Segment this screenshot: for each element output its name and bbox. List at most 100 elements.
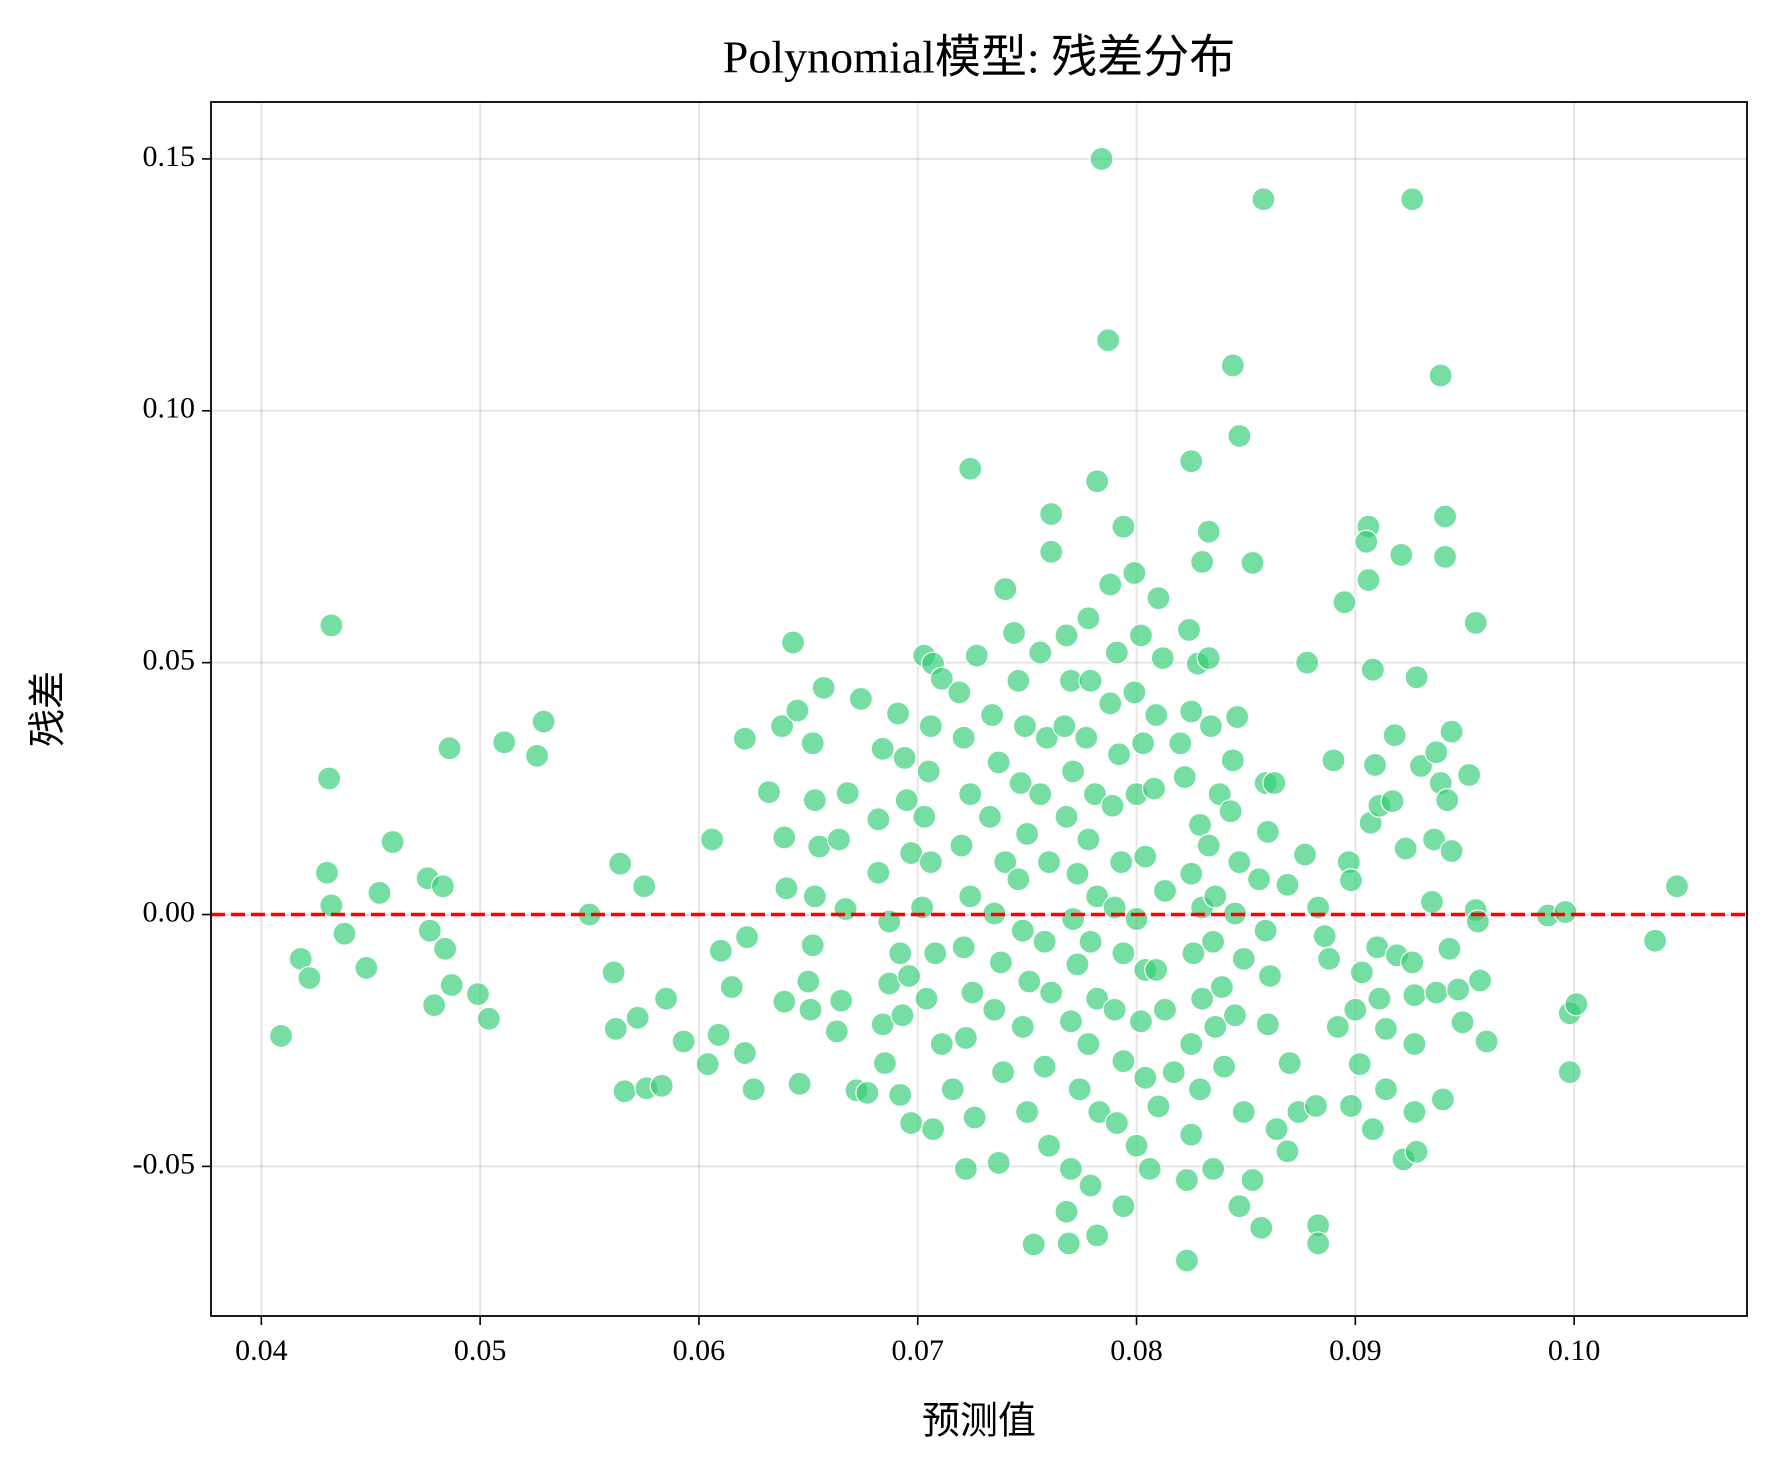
point [1432,504,1458,529]
point [1332,590,1357,615]
point [654,986,679,1011]
point [1021,1232,1046,1257]
point [732,1040,757,1066]
point [1347,1052,1372,1077]
point [774,876,799,901]
point [916,759,941,784]
point [332,921,357,946]
point [1085,469,1110,494]
point [1240,550,1265,576]
point [892,745,917,770]
point [1277,1051,1302,1076]
point [962,1105,987,1130]
point [625,1005,650,1030]
point [1179,861,1204,886]
point [1275,1139,1300,1164]
point [982,997,1007,1022]
y-tick-label: 0.05 [143,644,196,677]
point [1306,1231,1331,1256]
point [1220,748,1245,773]
point [953,1025,978,1051]
point [912,804,937,829]
point [1056,1231,1081,1256]
point [1106,742,1132,767]
point [1104,640,1129,665]
point [1124,906,1149,932]
point [1249,1215,1274,1240]
point [993,577,1018,602]
point [708,938,733,963]
point [914,986,939,1011]
point [1338,868,1364,893]
point [920,1117,946,1142]
point [1085,884,1110,909]
plot-frame [210,101,1748,1317]
point [1028,782,1053,807]
point [1400,950,1425,975]
point [492,730,517,755]
point [1111,1194,1136,1219]
y-tick-label: -0.05 [133,1147,196,1180]
point [1201,1156,1226,1182]
point [1457,762,1482,788]
x-axis-label: 预测值 [922,1401,1036,1443]
point [929,1031,954,1057]
point [980,702,1005,728]
point [1196,833,1221,858]
x-tick-label: 0.10 [1548,1334,1601,1367]
point [1058,1009,1083,1034]
point [354,955,379,981]
point [829,988,854,1013]
point [1036,850,1062,875]
point [1172,764,1197,790]
point [417,918,442,943]
point [1227,1194,1252,1219]
point [947,680,972,705]
point [870,1012,895,1037]
point [1144,702,1169,728]
point [380,829,405,855]
point [1408,753,1434,779]
point [953,1156,978,1182]
point [855,1080,880,1105]
point [896,963,922,989]
point [1179,1031,1204,1057]
point [1467,968,1493,993]
point [741,1077,766,1102]
point [1161,1060,1186,1085]
point [732,726,757,751]
point [1010,1014,1035,1039]
point [1144,957,1169,983]
point [1060,759,1086,784]
point [940,1077,965,1102]
point [1065,952,1090,977]
point [1251,187,1276,212]
point [1179,699,1204,724]
point [1356,567,1381,593]
point [802,884,827,909]
point [888,941,913,966]
point [958,884,983,909]
point [888,1082,913,1107]
point [1362,752,1388,778]
point [1111,514,1136,539]
point [601,960,626,985]
point [1133,1065,1158,1090]
point [1203,1014,1228,1039]
point [319,613,344,638]
point [1074,725,1099,750]
point [802,788,827,813]
point [1255,819,1280,845]
point [1095,328,1121,353]
point [986,750,1011,775]
point [1109,850,1134,875]
point [894,788,919,813]
point [699,827,725,852]
point [1174,1167,1199,1193]
x-tick-label: 0.07 [891,1334,944,1367]
point [800,933,825,958]
point [1240,1167,1265,1193]
point [1209,974,1234,1000]
point [796,969,821,994]
